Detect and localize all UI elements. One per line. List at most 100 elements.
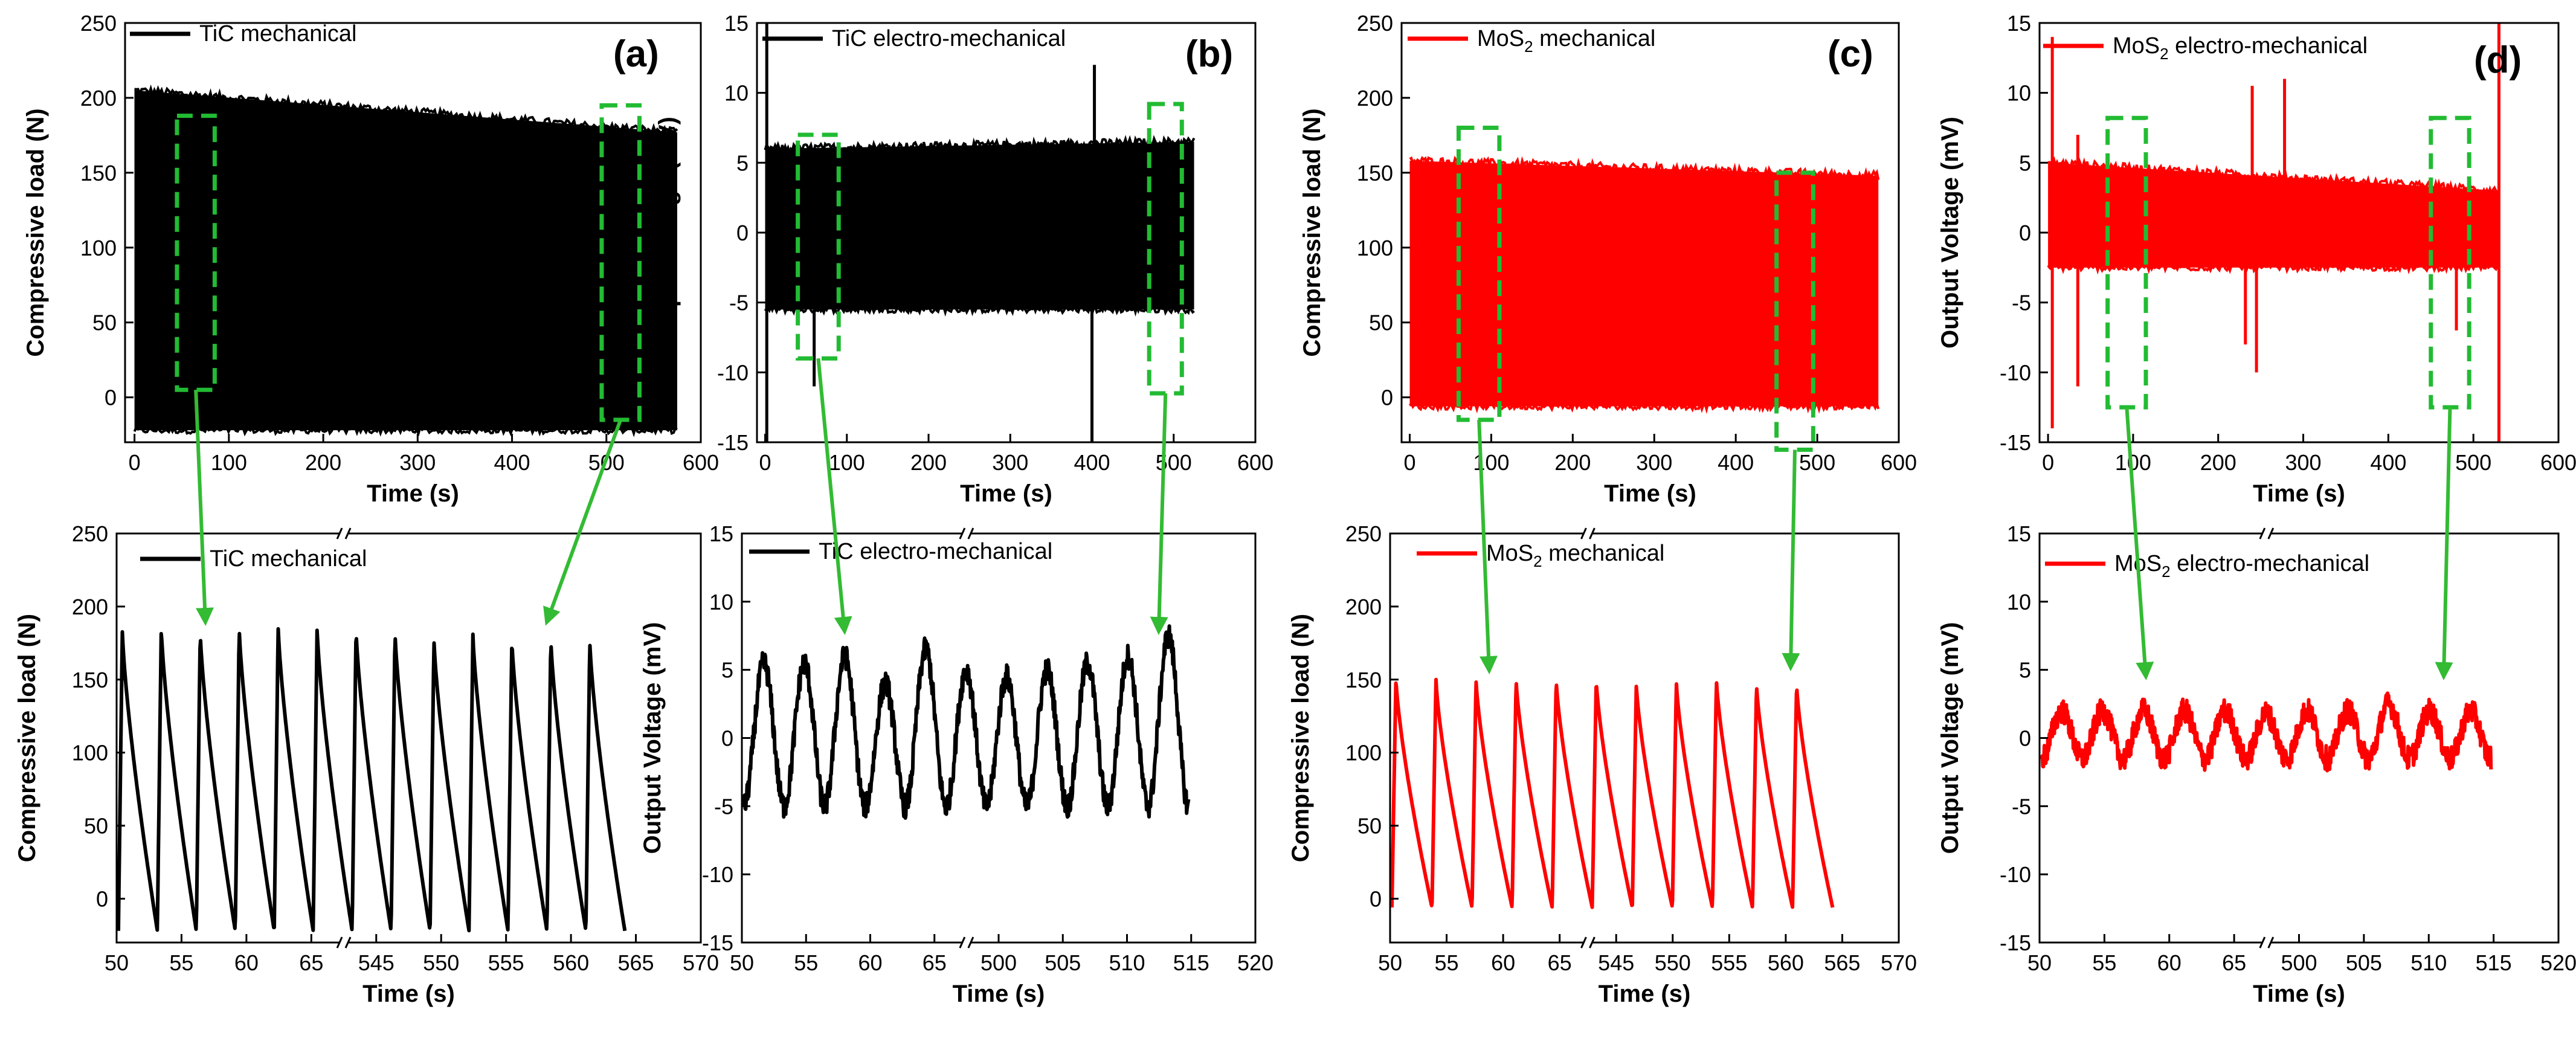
plot-area (1408, 155, 1880, 414)
y-tick-label: 150 (80, 161, 117, 185)
axis-break-mark (2267, 527, 2275, 540)
x-tick-label: 600 (1237, 450, 1274, 475)
zoom-arrow (2125, 407, 2154, 680)
x-tick-label: 55 (2092, 950, 2116, 975)
x-tick-label: 55 (794, 950, 818, 975)
plot-area (117, 627, 627, 933)
x-tick-label: 65 (2222, 950, 2246, 975)
series-waveform (1390, 677, 1835, 909)
y-tick-label: 0 (1370, 886, 1382, 911)
x-tick-label: 600 (1881, 450, 1917, 475)
x-tick-label: 0 (1403, 450, 1415, 475)
axis-break-mark (1589, 936, 1596, 949)
panel-label: (d) (2474, 39, 2522, 81)
y-tick-label: -10 (702, 862, 733, 887)
y-tick-label: 100 (80, 236, 117, 260)
x-tick-label: 0 (2042, 450, 2054, 475)
legend-label: MoS2 mechanical (1477, 26, 1655, 56)
axis-break-gap (2262, 527, 2270, 540)
y-tick-label: -15 (702, 930, 733, 955)
x-axis-label: Time (s) (2253, 480, 2345, 507)
y-tick-label: 15 (724, 11, 749, 36)
x-tick-label: 545 (358, 950, 394, 975)
y-axis-label: Compressive load (N) (14, 614, 40, 862)
axis-break-gap (2262, 936, 2270, 949)
x-tick-label: 65 (1548, 950, 1572, 975)
y-tick-label: -5 (2012, 794, 2031, 819)
x-tick-label: 55 (1435, 950, 1459, 975)
axis-break-mark (336, 936, 343, 949)
y-tick-label: 150 (72, 668, 108, 692)
x-axis-label: Time (s) (362, 981, 455, 1007)
x-tick-label: 550 (423, 950, 459, 975)
axis-break-mark (1580, 527, 1587, 540)
axis-break-gap (962, 936, 970, 949)
y-tick-label: 50 (92, 311, 117, 335)
y-tick-label: 200 (80, 86, 117, 111)
x-axis-label: Time (s) (2253, 981, 2345, 1007)
x-tick-label: 565 (618, 950, 654, 975)
y-tick-label: 0 (1381, 385, 1393, 410)
axes-frame (115, 532, 702, 944)
y-tick-label: 5 (721, 658, 733, 683)
x-tick-label: 200 (2200, 450, 2236, 475)
y-tick-label: 5 (2019, 658, 2031, 683)
y-tick-label: 200 (1357, 86, 1393, 111)
axis-break-mark (2267, 936, 2275, 949)
y-tick-label: -5 (2012, 291, 2031, 315)
y-axis-label: Compressive load (N) (1287, 614, 1314, 862)
series-waveform (2040, 691, 2493, 773)
x-tick-label: 500 (1156, 450, 1192, 475)
y-tick-label: 100 (72, 741, 108, 765)
y-tick-label: -10 (717, 360, 749, 385)
zoom-arrow (2435, 407, 2453, 680)
x-tick-label: 570 (683, 950, 719, 975)
y-tick-label: 50 (1357, 814, 1382, 839)
legend-label: MoS2 electro-mechanical (2114, 551, 2369, 581)
legend-label: TiC mechanical (210, 546, 367, 572)
x-tick-label: 560 (1768, 950, 1804, 975)
legend-label: MoS2 electro-mechanical (2113, 33, 2368, 63)
x-tick-label: 100 (211, 450, 247, 475)
zoom-box-1 (796, 132, 841, 361)
series-upper-edge (134, 84, 678, 138)
panel-label: (b) (1185, 33, 1233, 75)
y-tick-label: 250 (1357, 11, 1393, 36)
y-tick-label: 0 (2019, 221, 2031, 245)
x-tick-label: 510 (2410, 950, 2447, 975)
x-tick-label: 300 (399, 450, 436, 475)
axis-break-mark (344, 936, 352, 949)
x-tick-label: 400 (1718, 450, 1754, 475)
x-tick-label: 555 (1711, 950, 1747, 975)
zoom-arrows-layer (194, 358, 2453, 680)
x-tick-label: 400 (2370, 450, 2406, 475)
x-tick-label: 60 (2157, 950, 2182, 975)
y-tick-label: 150 (1357, 161, 1393, 185)
series-lower-edge (133, 423, 678, 437)
zoom-arrow (543, 419, 623, 626)
y-tick-label: 5 (736, 150, 749, 175)
y-axis-label: Output Voltage (mV) (1937, 117, 1963, 349)
y-tick-label: 0 (105, 385, 117, 410)
series-signal-envelope (2048, 163, 2499, 268)
zoom-box-1 (2105, 115, 2148, 410)
axis-break-mark (1580, 936, 1587, 949)
y-tick-label: 15 (2007, 11, 2031, 36)
x-tick-label: 500 (1799, 450, 1835, 475)
axes-frame (1400, 22, 1900, 443)
axis-break-mark (344, 527, 352, 540)
y-tick-label: 10 (724, 81, 749, 106)
y-tick-label: -10 (2000, 360, 2031, 385)
axes-frame (124, 22, 702, 443)
axis-break-mark (336, 527, 343, 540)
y-tick-label: 100 (1357, 236, 1393, 260)
legend-label: TiC electro-mechanical (832, 26, 1066, 51)
y-tick-label: 250 (1345, 521, 1382, 546)
axis-break-mark (2259, 936, 2266, 949)
y-tick-label: -15 (2000, 430, 2031, 455)
y-tick-label: 150 (1345, 668, 1382, 692)
zoom-arrow (816, 358, 852, 635)
legend-label: TiC electro-mechanical (819, 539, 1052, 564)
x-tick-label: 50 (730, 950, 754, 975)
